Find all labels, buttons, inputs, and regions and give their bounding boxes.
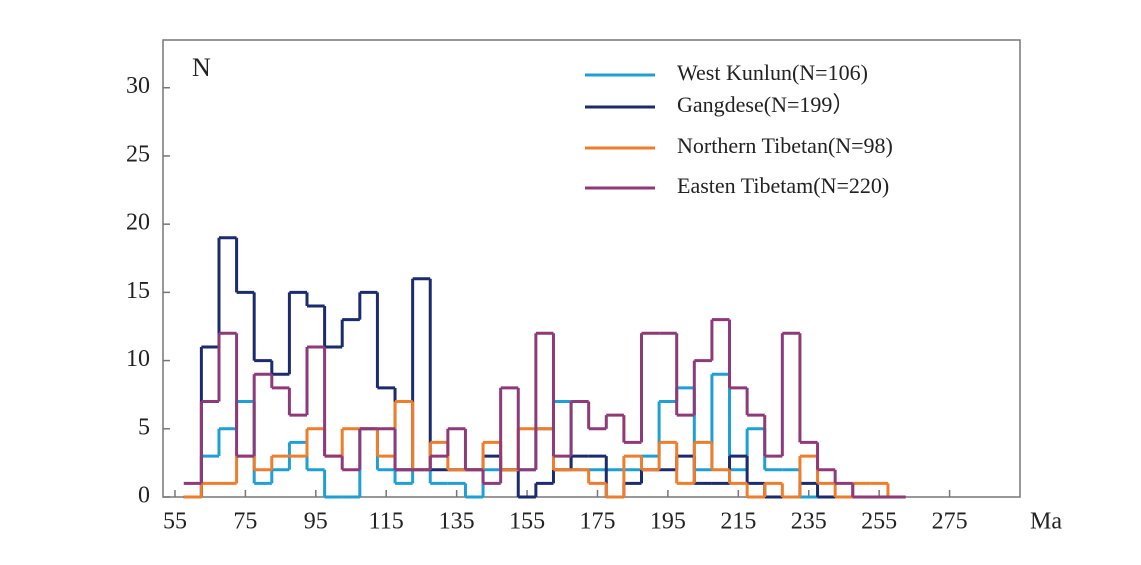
x-tick-label: 175 (579, 509, 615, 535)
x-tick-label: 275 (932, 509, 968, 535)
x-tick-label: 195 (650, 509, 686, 535)
x-tick-label: 115 (369, 509, 404, 535)
y-tick-label: 5 (138, 414, 150, 440)
x-axis-label: Ma (1030, 509, 1062, 535)
y-tick-label: 15 (126, 278, 150, 304)
x-tick-label: 135 (439, 509, 475, 535)
y-tick-label: 30 (126, 73, 150, 99)
y-tick-label: 20 (126, 210, 150, 236)
legend-label: Easten Tibetam(N=220) (677, 173, 889, 198)
x-tick-label: 155 (509, 509, 545, 535)
y-axis-label: N (192, 53, 211, 82)
x-tick-label: 95 (304, 509, 328, 535)
x-tick-label: 75 (233, 509, 257, 535)
x-tick-label: 255 (861, 509, 897, 535)
y-tick-label: 0 (138, 483, 150, 509)
y-tick-label: 25 (126, 141, 150, 167)
legend-label: West Kunlun(N=106) (677, 60, 868, 85)
x-tick-label: 55 (163, 509, 187, 535)
legend-label: Gangdese(N=199） (677, 92, 854, 117)
plot-frame (162, 39, 1021, 498)
x-tick-label: 215 (720, 509, 756, 535)
y-tick-label: 10 (126, 346, 150, 372)
legend-label: Northern Tibetan(N=98) (677, 133, 893, 158)
x-tick-label: 235 (791, 509, 827, 535)
